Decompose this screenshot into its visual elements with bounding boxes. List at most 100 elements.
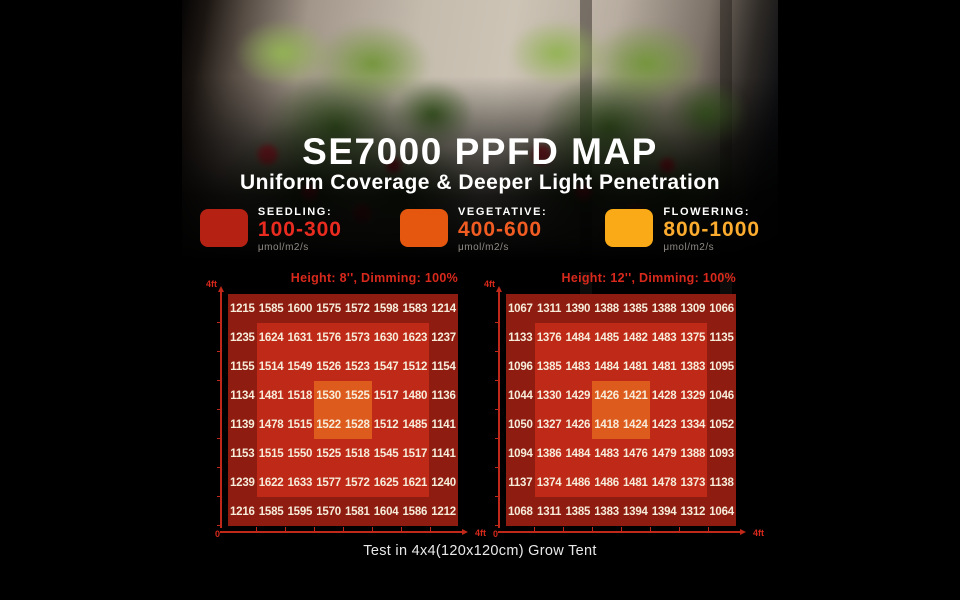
ppfd-cell: 1374 bbox=[534, 468, 564, 497]
ppfd-cell: 1327 bbox=[534, 410, 564, 439]
ppfd-cell: 1485 bbox=[592, 323, 621, 352]
ppfd-legend: SEEDLING: 100-300 μmol/m2/s VEGETATIVE: 400-… bbox=[0, 206, 960, 254]
ppfd-cell: 1212 bbox=[431, 505, 457, 518]
ppfd-cell: 1133 bbox=[508, 331, 533, 344]
ppfd-cell: 1484 bbox=[563, 323, 593, 352]
ppfd-cell: 1428 bbox=[649, 381, 679, 410]
ppfd-cell: 1530 bbox=[314, 381, 343, 410]
ppfd-cell: 1481 bbox=[649, 352, 679, 381]
ppfd-cell: 1586 bbox=[402, 505, 428, 518]
heatmap-plot: 4ft 1215 1585 1600 1575 1572 1598 1583 1214 1235… bbox=[206, 279, 486, 539]
seedling-label: SEEDLING: bbox=[257, 206, 333, 218]
ppfd-cell: 1139 bbox=[230, 418, 255, 431]
ppfd-cell: 1385 bbox=[565, 505, 591, 518]
ppfd-cell: 1375 bbox=[678, 323, 708, 352]
ppfd-cell: 1046 bbox=[709, 389, 735, 402]
ppfd-cell: 1545 bbox=[371, 439, 401, 468]
ppfd-cell: 1598 bbox=[373, 302, 399, 315]
ppfd-cell: 1585 bbox=[258, 505, 284, 518]
ppfd-cell: 1581 bbox=[344, 505, 370, 518]
ppfd-cell: 1239 bbox=[229, 476, 255, 489]
ppfd-cell: 1214 bbox=[431, 302, 457, 315]
ppfd-cell: 1376 bbox=[534, 323, 564, 352]
y-axis-max-label: 4ft bbox=[484, 279, 495, 289]
ppfd-cell: 1518 bbox=[343, 439, 372, 468]
test-caption: Test in 4x4(120x120cm) Grow Tent bbox=[363, 543, 597, 559]
ppfd-cell: 1576 bbox=[314, 323, 343, 352]
flowering-color-swatch bbox=[605, 209, 654, 247]
ppfd-cell: 1388 bbox=[678, 439, 708, 468]
ppfd-cell: 1050 bbox=[507, 418, 533, 431]
ppfd-cell: 1237 bbox=[431, 331, 457, 344]
ppfd-cell: 1068 bbox=[507, 505, 533, 518]
x-axis-origin-label: 0 bbox=[215, 529, 221, 539]
ppfd-cell: 1550 bbox=[285, 439, 315, 468]
y-axis-ticks bbox=[495, 294, 499, 526]
vegetative-label: VEGETATIVE: bbox=[458, 206, 548, 218]
ppfd-cell: 1515 bbox=[256, 439, 286, 468]
ppfd-cell: 1549 bbox=[285, 352, 315, 381]
ppfd-cell: 1621 bbox=[400, 468, 430, 497]
ppfd-cell: 1309 bbox=[680, 302, 706, 315]
ppfd-cell: 1478 bbox=[256, 410, 286, 439]
ppfd-cell: 1095 bbox=[709, 360, 735, 373]
ppfd-cell: 1518 bbox=[285, 381, 315, 410]
ppfd-cell: 1573 bbox=[343, 323, 372, 352]
ppfd-cell: 1373 bbox=[678, 468, 708, 497]
ppfd-cell: 1383 bbox=[678, 352, 708, 381]
ppfd-cell: 1476 bbox=[621, 439, 650, 468]
y-axis-ticks bbox=[217, 294, 221, 526]
x-axis-max-label: 4ft bbox=[475, 528, 486, 538]
ppfd-cell: 1429 bbox=[563, 381, 593, 410]
ppfd-cell: 1526 bbox=[314, 352, 343, 381]
ppfd-cell: 1486 bbox=[563, 468, 593, 497]
ppfd-cell: 1515 bbox=[285, 410, 315, 439]
ppfd-cell: 1096 bbox=[507, 360, 533, 373]
ppfd-cell: 1625 bbox=[371, 468, 401, 497]
ppfd-cell: 1481 bbox=[621, 468, 650, 497]
y-axis bbox=[495, 286, 502, 528]
ppfd-cell: 1424 bbox=[621, 410, 650, 439]
ppfd-cell: 1583 bbox=[402, 302, 428, 315]
ppfd-cell: 1572 bbox=[343, 468, 372, 497]
ppfd-cell: 1479 bbox=[649, 439, 679, 468]
ppfd-cell: 1418 bbox=[592, 410, 621, 439]
vegetative-unit: μmol/m2/s bbox=[458, 242, 509, 254]
ppfd-cell: 1153 bbox=[230, 447, 255, 460]
x-axis bbox=[498, 528, 746, 535]
ppfd-cell: 1311 bbox=[537, 505, 562, 518]
ppfd-cell: 1138 bbox=[709, 476, 734, 489]
map-title: Height: 12'', Dimming: 100% bbox=[561, 271, 736, 285]
flowering-unit: μmol/m2/s bbox=[663, 242, 715, 254]
ppfd-cell: 1483 bbox=[592, 439, 621, 468]
ppfd-cell: 1481 bbox=[256, 381, 286, 410]
ppfd-cell: 1525 bbox=[314, 439, 343, 468]
x-axis-origin-label: 0 bbox=[493, 529, 499, 539]
heatmap-plot: 4ft 1067 1311 1390 1388 1385 1388 1309 1066 1133… bbox=[484, 279, 764, 539]
ppfd-cell: 1485 bbox=[400, 410, 430, 439]
x-axis-ticks bbox=[506, 527, 736, 531]
ppfd-cell: 1235 bbox=[229, 331, 255, 344]
seedling-unit: μmol/m2/s bbox=[257, 242, 309, 254]
ppfd-cell: 1481 bbox=[621, 352, 650, 381]
ppfd-cell: 1044 bbox=[507, 389, 533, 402]
heatmap-grid: 1067 1311 1390 1388 1385 1388 1309 1066 1133 1376… bbox=[506, 294, 736, 526]
ppfd-cell: 1385 bbox=[622, 302, 648, 315]
legend-item-flowering: FLOWERING: 800-1000 μmol/m2/s bbox=[605, 206, 760, 254]
ppfd-cell: 1523 bbox=[343, 352, 372, 381]
ppfd-cell: 1141 bbox=[431, 447, 456, 460]
ppfd-cell: 1136 bbox=[431, 389, 456, 402]
ppfd-cell: 1155 bbox=[230, 360, 255, 373]
ppfd-cell: 1630 bbox=[371, 323, 401, 352]
ppfd-cell: 1483 bbox=[649, 323, 679, 352]
ppfd-cell: 1484 bbox=[563, 439, 593, 468]
ppfd-cell: 1631 bbox=[285, 323, 315, 352]
ppfd-cell: 1134 bbox=[230, 389, 255, 402]
ppfd-cell: 1388 bbox=[594, 302, 620, 315]
ppfd-cell: 1312 bbox=[680, 505, 706, 518]
vegetative-range: 400-600 bbox=[458, 218, 543, 242]
y-axis-max-label: 4ft bbox=[206, 279, 217, 289]
ppfd-cell: 1512 bbox=[371, 410, 401, 439]
map-title: Height: 8'', Dimming: 100% bbox=[290, 271, 458, 285]
x-axis-max-label: 4ft bbox=[753, 528, 764, 538]
